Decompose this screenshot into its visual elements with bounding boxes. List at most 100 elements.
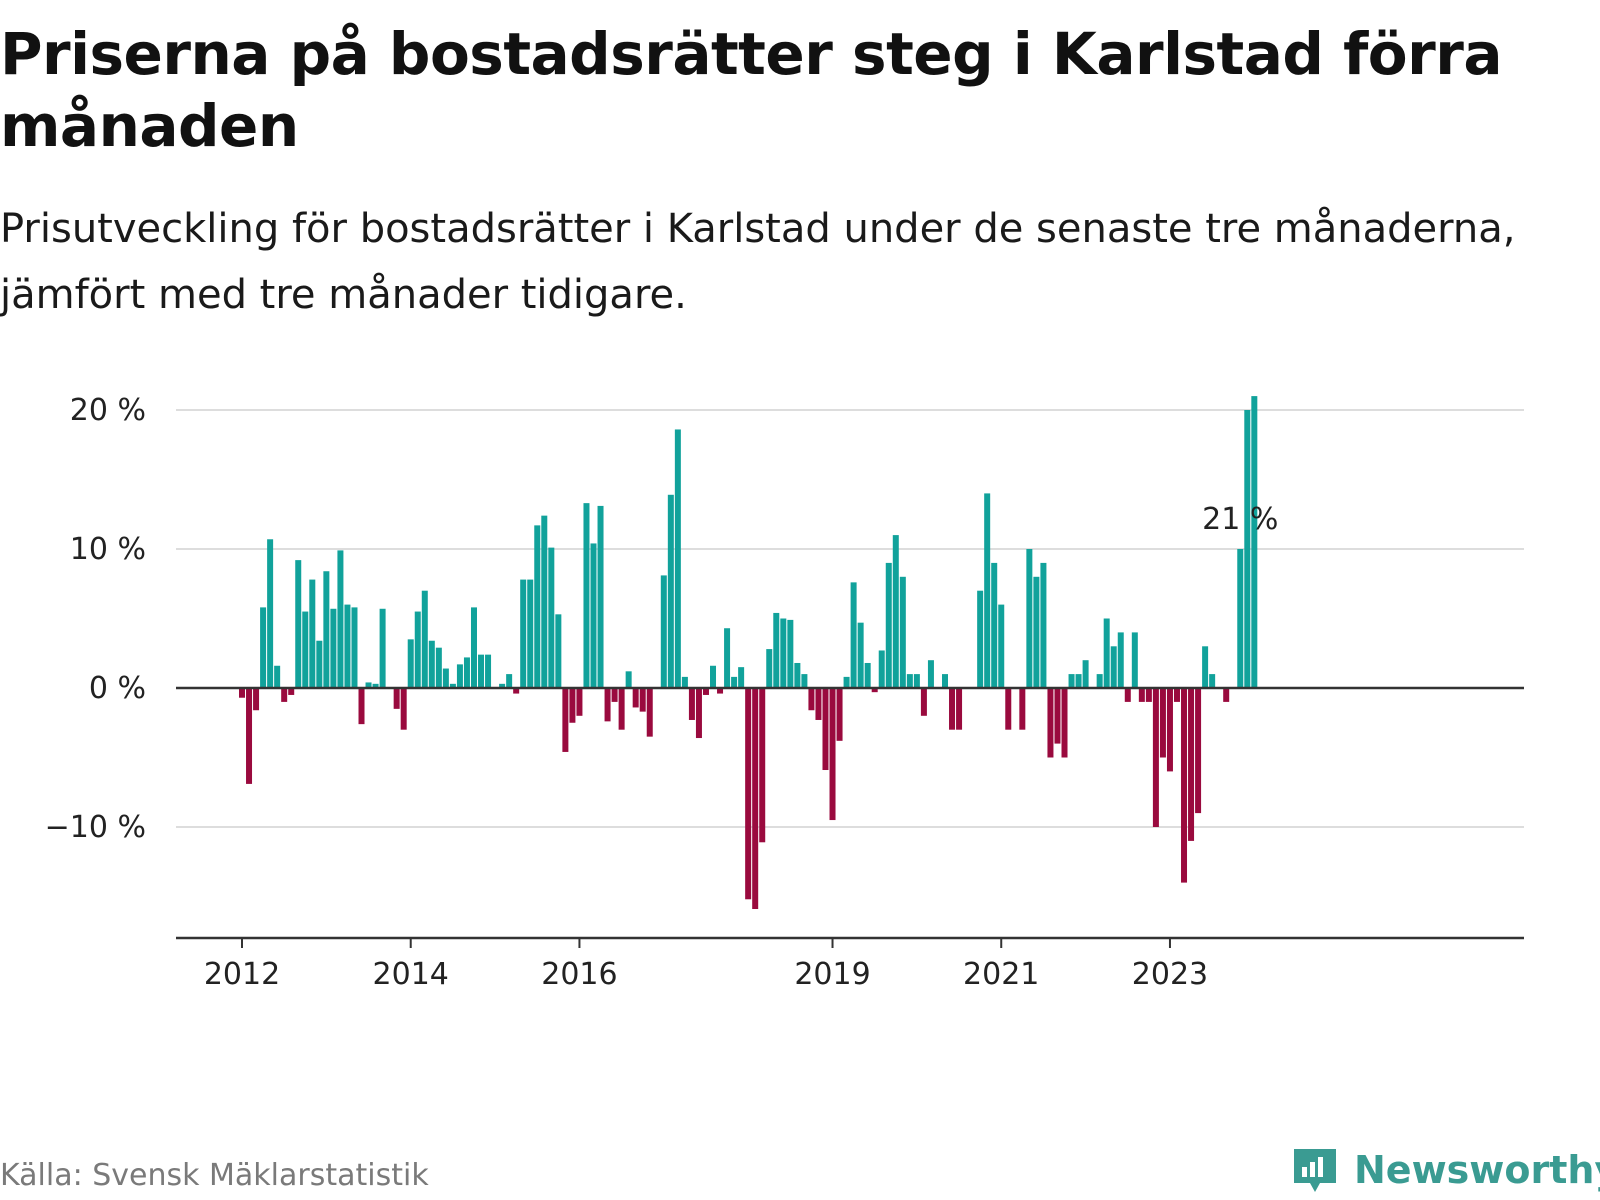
bar	[913, 674, 920, 688]
annotations: 21 %	[1202, 502, 1278, 537]
bar	[731, 676, 738, 688]
bar	[449, 683, 456, 688]
bar	[555, 614, 562, 688]
bar	[738, 667, 745, 688]
bar	[428, 640, 435, 688]
bar	[1047, 688, 1054, 758]
bar	[977, 590, 984, 688]
bar	[956, 688, 963, 730]
bar	[1103, 618, 1110, 688]
bar	[1251, 396, 1258, 688]
bar	[330, 608, 337, 688]
bar	[485, 654, 492, 688]
bar	[681, 676, 688, 688]
bar	[295, 560, 302, 688]
bar	[379, 608, 386, 688]
bar	[667, 494, 674, 688]
bar	[499, 683, 506, 688]
bar	[1110, 646, 1117, 688]
bar	[724, 628, 731, 688]
source-note: Källa: Svensk Mäklarstatistik	[0, 1158, 429, 1193]
bar	[358, 688, 365, 725]
bar	[949, 688, 956, 730]
bar	[927, 660, 934, 688]
bar	[1152, 688, 1159, 827]
bar	[1026, 549, 1033, 688]
bars	[239, 396, 1258, 910]
bar	[309, 579, 316, 688]
bar	[456, 664, 463, 688]
bar	[822, 688, 829, 771]
bar	[1096, 674, 1103, 688]
brand-logo[interactable]: Newsworthy	[1290, 1140, 1600, 1200]
y-axis: 20 % 10 % 0 % −10 %	[45, 393, 146, 845]
bar	[857, 622, 864, 688]
bar	[611, 688, 618, 702]
bar	[302, 611, 309, 688]
bar	[892, 535, 899, 688]
bar	[646, 688, 653, 737]
bar	[393, 688, 400, 709]
bar	[991, 562, 998, 688]
bar	[590, 543, 597, 688]
bar	[1040, 562, 1047, 688]
y-tick-label: 0 %	[89, 671, 146, 706]
bar	[1166, 688, 1173, 772]
bar	[1061, 688, 1068, 758]
bar	[1068, 674, 1075, 688]
bar	[506, 674, 513, 688]
bar	[1131, 632, 1138, 688]
bar	[871, 688, 878, 693]
bar	[1209, 674, 1216, 688]
y-tick-label: −10 %	[45, 810, 146, 845]
bar	[1075, 674, 1082, 688]
bar	[794, 662, 801, 688]
bar	[984, 493, 991, 688]
bar	[239, 688, 245, 698]
chart-title: Priserna på bostadsrätter steg i Karlsta…	[0, 20, 1503, 160]
bar	[660, 575, 667, 688]
bar	[1195, 688, 1202, 814]
y-tick-label: 10 %	[70, 532, 146, 567]
bar	[815, 688, 822, 720]
x-tick-label: 2021	[963, 957, 1039, 992]
bar	[435, 647, 442, 688]
bar	[808, 688, 815, 711]
bar	[548, 547, 555, 688]
bar	[1054, 688, 1061, 744]
bar	[534, 525, 541, 688]
x-axis: 2012 2014 2016 2019 2021 2023	[176, 936, 1524, 992]
bar	[920, 688, 927, 716]
bar	[407, 639, 414, 688]
bar	[773, 612, 780, 688]
bar	[752, 688, 759, 910]
y-tick-label: 20 %	[70, 393, 146, 428]
bar	[260, 607, 267, 688]
bar	[1138, 688, 1145, 702]
bar	[478, 654, 485, 688]
bar	[372, 683, 379, 688]
bar	[1237, 549, 1244, 688]
bar	[1223, 688, 1230, 702]
bar	[253, 688, 260, 711]
x-tick-label: 2014	[373, 957, 449, 992]
bar	[801, 674, 808, 688]
bar	[1033, 576, 1040, 688]
newsworthy-logo-icon	[1294, 1149, 1336, 1192]
bar	[527, 579, 534, 688]
bar	[674, 429, 681, 688]
bar	[463, 657, 470, 688]
bar	[836, 688, 843, 741]
bar	[569, 688, 576, 723]
bar	[639, 688, 646, 712]
bar	[604, 688, 611, 722]
bar	[787, 619, 794, 688]
bar	[1124, 688, 1131, 702]
bar	[274, 665, 281, 688]
bar	[899, 576, 906, 688]
bar	[745, 688, 752, 900]
bar	[597, 505, 604, 688]
bar	[942, 674, 948, 688]
brand-name: Newsworthy	[1354, 1148, 1600, 1192]
bar	[513, 688, 520, 694]
